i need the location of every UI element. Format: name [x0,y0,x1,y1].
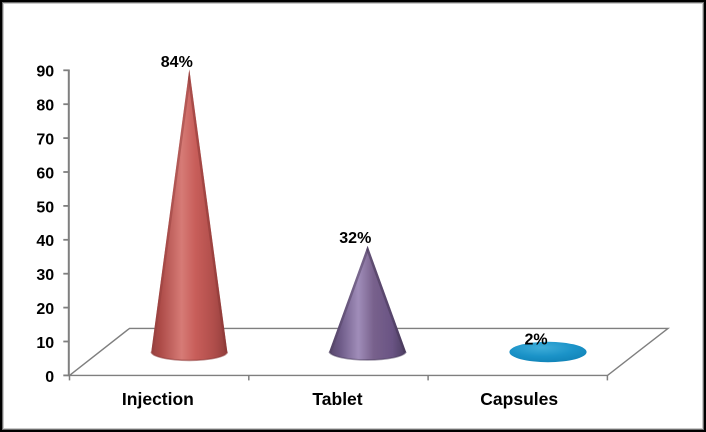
svg-text:Tablet: Tablet [312,389,362,409]
svg-text:80: 80 [36,98,54,115]
svg-text:2%: 2% [524,332,547,349]
svg-text:50: 50 [36,199,54,216]
svg-text:40: 40 [36,233,54,250]
svg-text:32%: 32% [339,230,371,247]
svg-text:70: 70 [36,132,54,149]
svg-text:30: 30 [36,267,54,284]
svg-text:20: 20 [36,301,54,318]
svg-text:84%: 84% [161,54,193,71]
svg-text:Capsules: Capsules [480,389,558,409]
svg-text:60: 60 [36,165,54,182]
svg-text:Injection: Injection [122,389,194,409]
svg-text:0: 0 [45,369,54,386]
svg-text:10: 10 [36,335,54,352]
svg-text:90: 90 [36,64,54,81]
